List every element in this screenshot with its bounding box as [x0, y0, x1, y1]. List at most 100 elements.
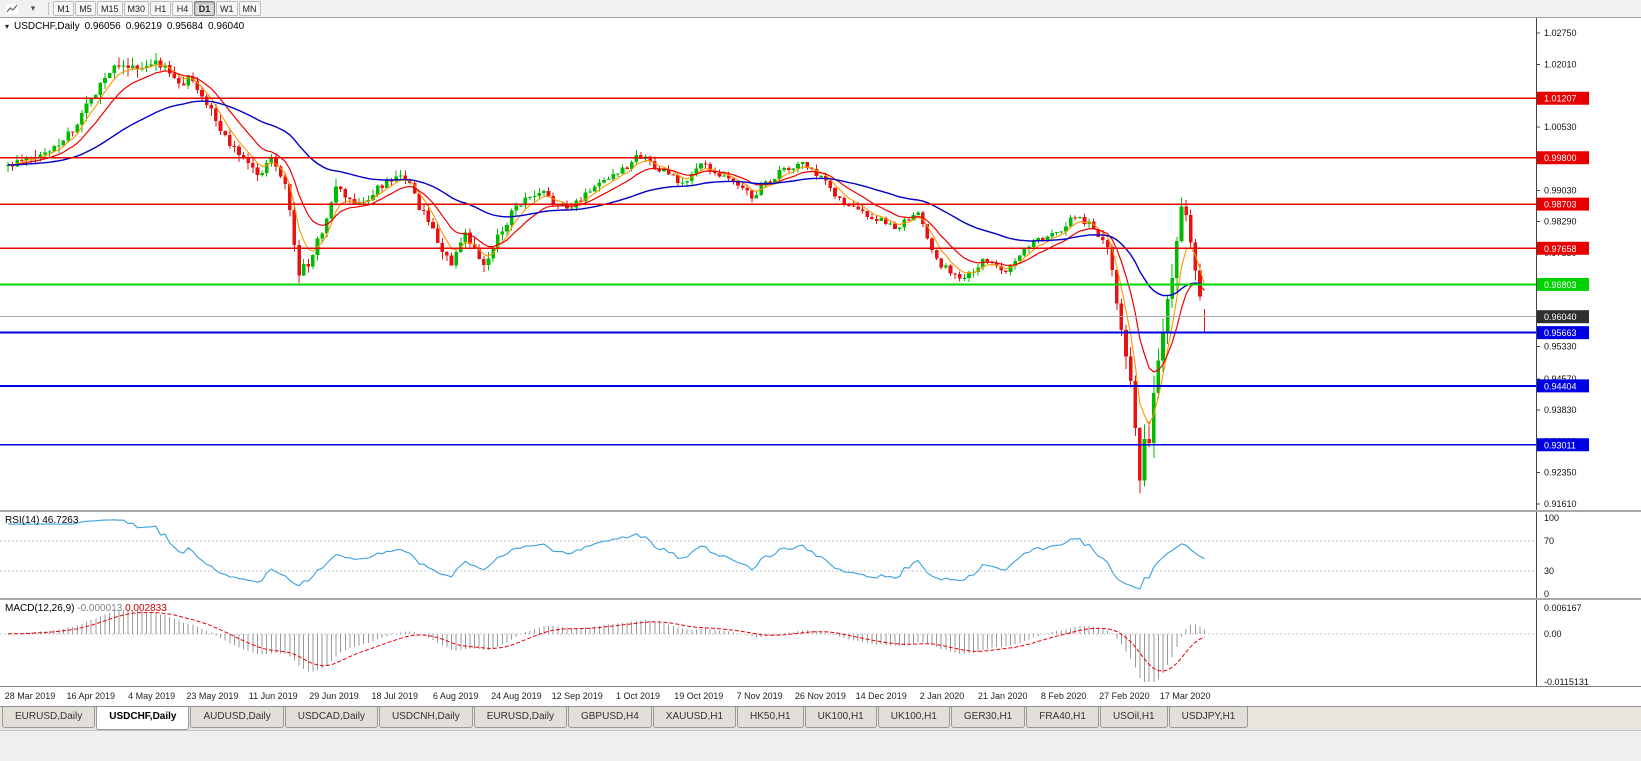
chart-tab-bar: EURUSD,Daily USDCHF,Daily AUDUSD,Daily USDC… [0, 706, 1641, 730]
ma-line-fast [7, 64, 1206, 426]
rsi-label: RSI(14) 46.7263 [5, 515, 78, 526]
ohlc-open: 0.96056 [84, 21, 121, 32]
price-label-box [1537, 326, 1589, 340]
timeframe-button-m15[interactable]: M15 [97, 1, 123, 16]
chart-tab-uk100-h1[interactable]: UK100,H1 [804, 707, 877, 728]
svg-text:70: 70 [1544, 536, 1554, 546]
date-label: 11 Jun 2019 [248, 691, 298, 701]
svg-text:0.99800: 0.99800 [1544, 153, 1577, 163]
price-label-box [1537, 277, 1589, 291]
date-label: 6 Aug 2019 [432, 691, 479, 701]
date-label: 21 Jan 2020 [978, 691, 1028, 701]
horizontal-lines [0, 97, 1536, 446]
date-label: 26 Nov 2019 [794, 691, 846, 701]
date-label: 19 Oct 2019 [674, 691, 724, 701]
chart-tab-eurusd-daily[interactable]: EURUSD,Daily [2, 707, 96, 728]
chart-tab-usdchf-daily[interactable]: USDCHF,Daily [96, 707, 190, 730]
panel-splitter[interactable] [0, 598, 1641, 600]
svg-text:0.93830: 0.93830 [1544, 405, 1577, 415]
rsi-value: 46.7263 [42, 515, 79, 526]
timeframe-button-h1[interactable]: H1 [150, 1, 172, 16]
ma-line-medium [7, 70, 1206, 373]
svg-text:0.93011: 0.93011 [1544, 440, 1576, 450]
svg-text:-0.0115131: -0.0115131 [1544, 677, 1589, 686]
chart-tab-gbpusd-h4[interactable]: GBPUSD,H4 [567, 707, 652, 728]
date-label: 16 Apr 2019 [66, 691, 116, 701]
price-axis[interactable]: 1.027501.020101.012701.005300.997900.990… [1536, 18, 1589, 510]
dropdown-arrow-icon[interactable]: ▾ [23, 1, 43, 16]
timeframe-button-h4[interactable]: H4 [172, 1, 194, 16]
chart-tab-usoil-h1[interactable]: USOil,H1 [1099, 707, 1168, 728]
date-label: 24 Aug 2019 [491, 691, 542, 701]
chart-tab-ger30-h1[interactable]: GER30,H1 [950, 707, 1026, 728]
chart-tab-audusd-daily[interactable]: AUDUSD,Daily [190, 707, 284, 728]
macd-name: MACD(12,26,9) [5, 603, 75, 614]
date-label: 29 Jun 2019 [309, 691, 359, 701]
timeframe-button-d1[interactable]: D1 [194, 1, 216, 16]
macd-panel[interactable]: 0.006167 0.00 -0.0115131 [0, 600, 1641, 686]
price-label-box [1537, 438, 1589, 452]
timeframe-button-m30[interactable]: M30 [123, 1, 150, 16]
date-label: 12 Sep 2019 [551, 691, 603, 701]
line-chart-icon[interactable] [2, 1, 22, 16]
timeframe-button-m5[interactable]: M5 [75, 1, 96, 16]
svg-text:1.02750: 1.02750 [1544, 28, 1577, 38]
svg-text:0.94404: 0.94404 [1544, 381, 1577, 391]
time-axis[interactable]: 28 Mar 2019 16 Apr 2019 4 May 2019 23 May 2… [0, 686, 1641, 706]
main-chart[interactable]: 1.027501.020101.012701.005300.997900.990… [0, 18, 1641, 510]
svg-text:0.98290: 0.98290 [1544, 217, 1577, 227]
price-label-box [1537, 151, 1589, 165]
ohlc-high: 0.96219 [125, 21, 162, 32]
symbol-period-label: USDCHF,Daily [14, 21, 80, 32]
panel-splitter[interactable] [0, 510, 1641, 512]
status-bar [0, 730, 1641, 761]
chart-tab-eurusd-daily[interactable]: EURUSD,Daily [473, 707, 567, 728]
timeframe-toolbar: ▾ M1 M5 M15 M30 H1 H4 D1 W1 MN [0, 0, 1641, 18]
svg-text:0.92350: 0.92350 [1544, 468, 1577, 478]
ohlc-low: 0.95684 [166, 21, 204, 32]
price-label-box [1537, 379, 1589, 393]
chart-tab-uk100-h1[interactable]: UK100,H1 [877, 707, 950, 728]
symbol-marker-icon: ▾ [5, 22, 10, 31]
chart-tab-hk50-h1[interactable]: HK50,H1 [737, 707, 804, 728]
chart-tab-usdjpy-h1[interactable]: USDJPY,H1 [1168, 707, 1249, 728]
macd-label: MACD(12,26,9) -0.000013 0.002833 [5, 603, 167, 614]
svg-text:1.01207: 1.01207 [1544, 94, 1577, 104]
svg-text:1.02010: 1.02010 [1544, 59, 1577, 69]
price-label-box [1537, 91, 1589, 105]
svg-text:0.96040: 0.96040 [1544, 312, 1577, 322]
date-label: 17 Mar 2020 [1159, 691, 1211, 701]
date-label: 18 Jul 2019 [371, 691, 419, 701]
svg-text:0.96803: 0.96803 [1544, 280, 1577, 290]
rsi-line [8, 519, 1205, 590]
svg-text:0.006167: 0.006167 [1544, 603, 1582, 613]
chart-tab-usdcad-daily[interactable]: USDCAD,Daily [284, 707, 378, 728]
ohlc-close: 0.96040 [208, 21, 245, 32]
chart-tab-fra40-h1[interactable]: FRA40,H1 [1026, 707, 1099, 728]
date-label: 28 Mar 2019 [4, 691, 56, 701]
current-price-box [1537, 310, 1589, 324]
svg-text:100: 100 [1544, 513, 1559, 523]
timeframe-button-mn[interactable]: MN [238, 1, 261, 16]
date-label: 23 May 2019 [186, 691, 239, 701]
macd-histogram [12, 610, 1206, 682]
chart-title: ▾ USDCHF,Daily 0.96056 0.96219 0.95684 0.9604… [5, 21, 249, 32]
date-label: 14 Dec 2019 [855, 691, 907, 701]
price-label-box [1537, 197, 1589, 211]
svg-text:0.94570: 0.94570 [1544, 374, 1577, 384]
date-label: 2 Jan 2020 [919, 691, 965, 701]
date-label: 4 May 2019 [128, 691, 176, 701]
chart-tab-xauusd-h1[interactable]: XAUUSD,H1 [652, 707, 737, 728]
timeframe-button-m1[interactable]: M1 [53, 1, 74, 16]
rsi-panel[interactable]: 100 70 30 0 [0, 512, 1641, 598]
rsi-name: RSI(14) [5, 515, 40, 526]
svg-text:0.00: 0.00 [1544, 629, 1562, 639]
date-label: 8 Feb 2020 [1040, 691, 1087, 701]
svg-text:0.95663: 0.95663 [1544, 328, 1577, 338]
timeframe-button-w1[interactable]: W1 [216, 1, 238, 16]
ma-line-slow [7, 100, 1205, 297]
chart-tab-usdcnh-daily[interactable]: USDCNH,Daily [378, 707, 473, 728]
date-label: 1 Oct 2019 [615, 691, 661, 701]
date-label: 27 Feb 2020 [1099, 691, 1150, 701]
